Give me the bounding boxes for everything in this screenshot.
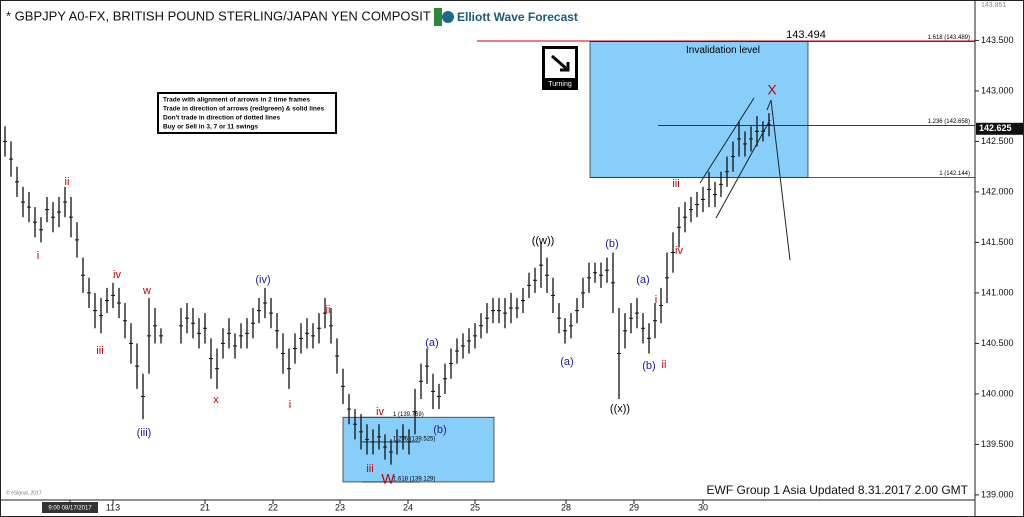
fib-label: 1.236 (142.658) xyxy=(928,119,970,125)
wave-label: i xyxy=(655,294,657,306)
logo: Elliott Wave Forecast xyxy=(457,10,578,24)
channel-line xyxy=(715,119,771,219)
wave-label: ((w)) xyxy=(532,235,555,247)
last-price-bg xyxy=(976,122,1023,135)
x-tick-label: 28 xyxy=(561,502,571,512)
projection xyxy=(766,99,791,261)
logo-icon xyxy=(442,11,454,23)
x-tick-label: 23 xyxy=(335,502,345,512)
y-tick-label: 141.000 xyxy=(981,287,1014,297)
rule: Don't trade in direction of dotted lines xyxy=(163,115,280,122)
x-tick-label: 25 xyxy=(470,502,480,512)
wave-label: ii xyxy=(326,304,331,316)
x-tick-label: 22 xyxy=(268,502,278,512)
chart-title: * GBPJPY A0-FX, BRITISH POUND STERLING/J… xyxy=(6,8,431,23)
fib-label: 1.618 (139.129) xyxy=(393,476,435,482)
wave-label: (a) xyxy=(560,356,573,368)
y-tick-label: 142.500 xyxy=(981,136,1014,146)
wave-label: iii xyxy=(366,463,373,475)
y-tick-label: 141.500 xyxy=(981,237,1014,247)
y-tick-label: 140.500 xyxy=(981,338,1014,348)
x-tick-label: 24 xyxy=(403,502,413,512)
fib-label: 1.236 (139.525) xyxy=(393,436,435,442)
wave-label: iv xyxy=(113,269,121,281)
wave-label: iv xyxy=(675,245,683,257)
wave-label: X xyxy=(767,82,777,98)
wave-label: (b) xyxy=(433,424,446,436)
y-tick-label: 139.500 xyxy=(981,439,1014,449)
wave-label: (a) xyxy=(425,337,438,349)
last-price: 142.625 xyxy=(979,123,1012,133)
fib-label: 1 (142.144) xyxy=(939,171,970,177)
wave-label: ii xyxy=(65,176,70,188)
wave-label: x xyxy=(213,394,219,406)
invalidation-value: 143.494 xyxy=(786,29,826,41)
wave-label: ((x)) xyxy=(610,403,630,415)
wave-label: (iv) xyxy=(255,274,270,286)
wave-label: ii xyxy=(662,359,667,371)
wave-label: (b) xyxy=(642,360,655,372)
wave-label: iv xyxy=(376,406,384,418)
icon-arrow xyxy=(551,54,570,72)
rule: Buy or Sell in 3, 7 or 11 swings xyxy=(163,124,258,131)
y-tick-label: 140.000 xyxy=(981,388,1014,398)
turning-icon: Turning xyxy=(542,46,578,90)
footer: EWF Group 1 Asia Updated 8.31.2017 2.00 … xyxy=(707,483,969,497)
y-tick-label: 139.000 xyxy=(981,489,1014,499)
y-tick-label: 143.500 xyxy=(981,35,1014,45)
wave-label: iii xyxy=(672,178,679,190)
wave-label: w xyxy=(142,285,151,297)
icon-label: Turning xyxy=(548,81,572,88)
x-tick-label: 9:00 08/17/2017 xyxy=(48,506,92,512)
fib-label: 1.618 (143.489) xyxy=(928,35,970,41)
x-tick-label: 30 xyxy=(698,502,708,512)
axis-top-value: 143.851 xyxy=(981,2,1006,9)
rules-frame xyxy=(157,92,337,134)
rule: Trade with alignment of arrows in 2 time… xyxy=(163,97,310,104)
wave-label: (iii) xyxy=(137,427,152,439)
y-tick-label: 143.000 xyxy=(981,85,1014,95)
x-tick-label: 29 xyxy=(629,502,639,512)
wave-label: i xyxy=(289,399,291,411)
wave-label: W xyxy=(381,471,395,487)
rule: Trade in direction of arrows (red/green)… xyxy=(163,106,324,113)
invalidation-label: Invalidation level xyxy=(686,45,760,56)
wave-label: iii xyxy=(96,345,103,357)
x-tick-bg xyxy=(42,502,98,513)
y-tick-label: 142.000 xyxy=(981,186,1014,196)
logo-mark xyxy=(434,8,442,26)
x-tick-label: 113 xyxy=(106,502,120,512)
target-box xyxy=(589,41,809,178)
wave-label: i xyxy=(37,250,39,262)
target-box xyxy=(342,416,495,483)
wave-label: (a) xyxy=(636,274,649,286)
fib-label: 1 (139.769) xyxy=(393,412,424,418)
channel-line xyxy=(699,97,755,184)
wave-label: (b) xyxy=(605,238,618,250)
x-tick-label: 21 xyxy=(200,502,210,512)
copyright: © eSignal, 2017 xyxy=(6,489,42,496)
rules-box: Trade with alignment of arrows in 2 time… xyxy=(157,92,337,134)
